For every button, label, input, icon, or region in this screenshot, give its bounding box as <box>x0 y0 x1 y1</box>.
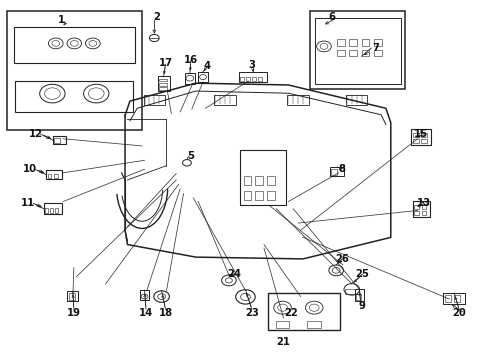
Text: 22: 22 <box>284 308 297 318</box>
Text: 26: 26 <box>334 254 348 264</box>
Bar <box>50 208 53 213</box>
Text: 13: 13 <box>416 198 430 208</box>
Bar <box>45 208 48 213</box>
Bar <box>348 50 356 57</box>
Text: 18: 18 <box>158 309 172 318</box>
Bar <box>410 129 430 145</box>
Bar <box>373 39 381 46</box>
Text: 2: 2 <box>153 12 160 22</box>
Bar <box>266 191 274 200</box>
Bar <box>361 50 368 57</box>
Bar <box>158 76 169 91</box>
Bar <box>266 176 274 185</box>
Bar <box>159 78 166 81</box>
Bar <box>412 134 418 137</box>
Bar <box>336 50 344 57</box>
Bar <box>348 39 356 46</box>
Text: 9: 9 <box>357 301 364 311</box>
Bar <box>159 87 166 90</box>
Bar <box>69 293 75 300</box>
Bar <box>214 95 235 105</box>
Bar <box>240 77 244 81</box>
Bar <box>275 320 289 328</box>
Bar <box>373 50 381 57</box>
Bar <box>255 176 263 185</box>
Text: 23: 23 <box>244 309 258 318</box>
Bar <box>6 12 142 130</box>
Bar <box>413 206 418 209</box>
Text: 4: 4 <box>203 61 211 71</box>
Text: 8: 8 <box>338 163 345 174</box>
Bar <box>43 203 62 214</box>
Bar <box>445 295 450 302</box>
Text: 16: 16 <box>183 55 198 65</box>
Bar <box>267 293 339 329</box>
Text: 3: 3 <box>248 60 255 70</box>
Bar <box>421 211 426 215</box>
Bar <box>361 39 368 46</box>
Text: 20: 20 <box>451 309 465 318</box>
Bar <box>14 27 135 63</box>
Bar <box>315 18 400 84</box>
Text: 14: 14 <box>139 309 153 318</box>
Bar <box>287 95 308 105</box>
Text: 1: 1 <box>58 15 65 26</box>
Bar <box>307 320 321 328</box>
Bar <box>330 169 336 175</box>
Text: 15: 15 <box>413 129 427 139</box>
Text: 17: 17 <box>158 58 172 68</box>
Bar <box>251 77 255 81</box>
Bar <box>53 136 65 144</box>
Text: 5: 5 <box>187 150 194 161</box>
Bar <box>140 290 149 300</box>
Bar <box>15 81 133 112</box>
Bar <box>354 289 363 301</box>
Bar <box>255 191 263 200</box>
Bar <box>47 174 51 178</box>
Text: 7: 7 <box>372 43 379 53</box>
Text: 24: 24 <box>227 269 241 279</box>
Bar <box>412 201 429 217</box>
Bar <box>420 134 426 137</box>
Bar <box>420 139 426 143</box>
Bar <box>257 77 261 81</box>
Bar <box>412 139 418 143</box>
Bar <box>159 83 166 86</box>
Text: 11: 11 <box>20 198 35 208</box>
Bar <box>239 149 285 205</box>
Bar <box>344 289 358 294</box>
Bar <box>453 295 459 302</box>
Bar <box>54 174 58 178</box>
Bar <box>54 138 60 143</box>
Bar <box>184 73 195 84</box>
Text: 25: 25 <box>355 269 368 279</box>
Text: 21: 21 <box>276 337 290 347</box>
Bar <box>55 208 58 213</box>
Bar <box>336 39 344 46</box>
Text: 19: 19 <box>67 309 81 318</box>
Bar <box>355 294 360 300</box>
Bar <box>310 12 405 89</box>
Bar <box>143 95 164 105</box>
Bar <box>345 95 366 105</box>
Bar <box>67 291 78 301</box>
Bar <box>245 77 249 81</box>
Text: 12: 12 <box>29 129 43 139</box>
Bar <box>421 206 426 209</box>
Bar <box>329 167 344 176</box>
Bar <box>443 293 464 304</box>
Bar <box>243 176 251 185</box>
Text: 10: 10 <box>23 164 37 174</box>
Bar <box>243 191 251 200</box>
Bar <box>238 72 266 82</box>
Bar <box>198 72 207 82</box>
Bar <box>413 211 418 215</box>
Text: 6: 6 <box>328 12 335 22</box>
Bar <box>46 170 61 179</box>
